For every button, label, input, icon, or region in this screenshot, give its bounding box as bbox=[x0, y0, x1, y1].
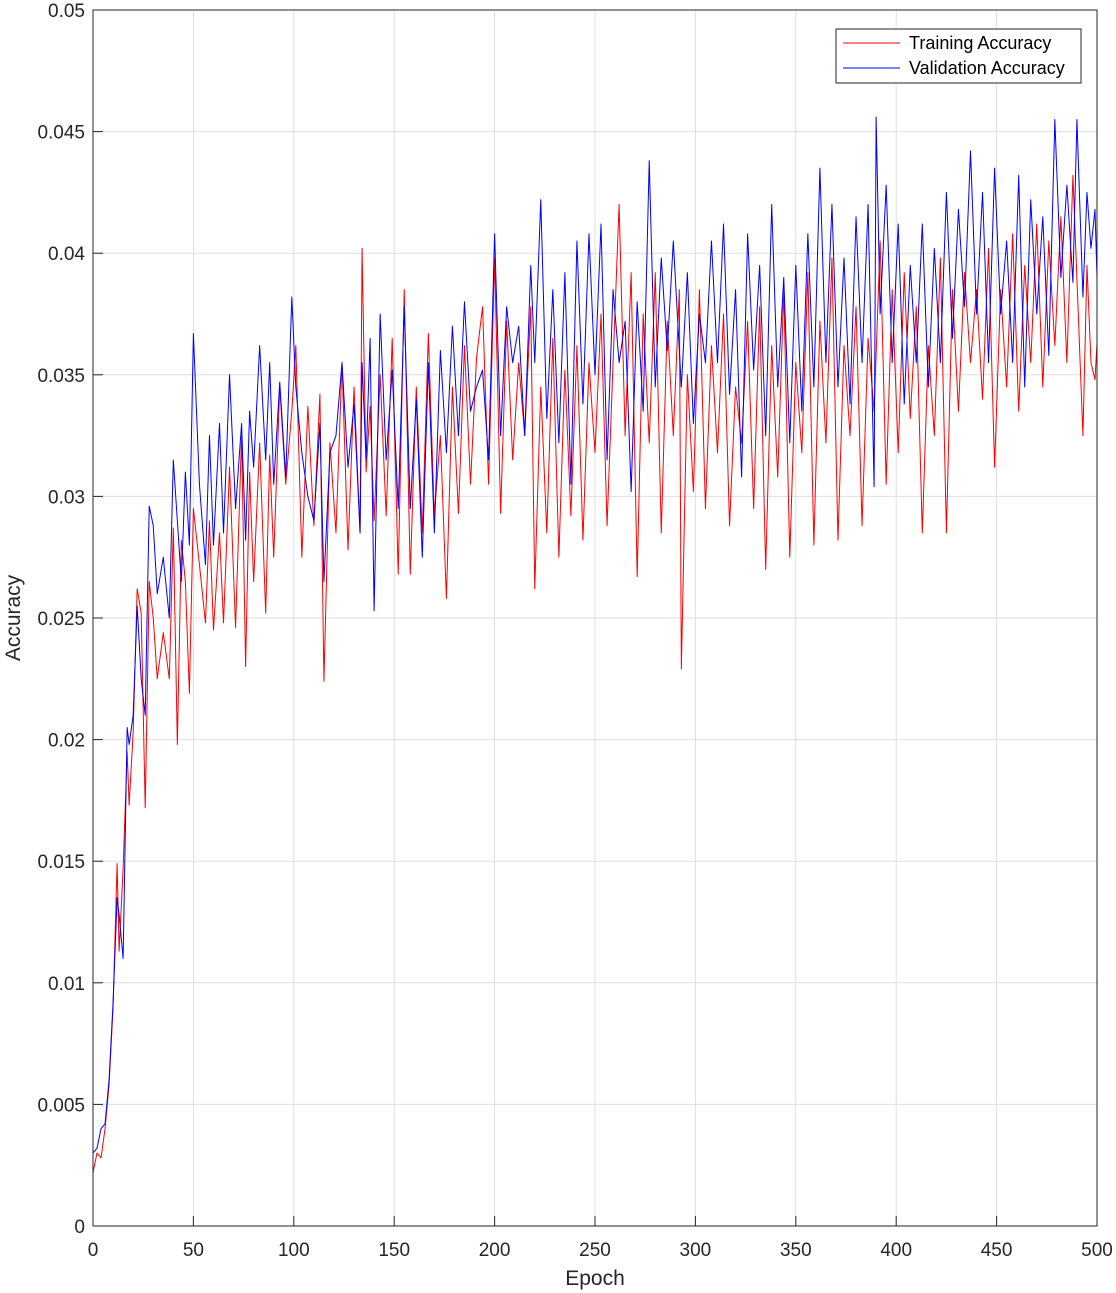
x-tick-labels: 0 50 100 150 200 250 300 350 400 450 500 bbox=[88, 1240, 1113, 1261]
y-tick-label: 0 bbox=[74, 1217, 85, 1238]
x-tick-label: 100 bbox=[278, 1240, 310, 1261]
y-tick-labels: 0 0.005 0.01 0.015 0.02 0.025 0.03 0.035 0.04 0.0… bbox=[37, 1, 85, 1238]
y-tick-label: 0.02 bbox=[48, 731, 85, 752]
x-tick-label: 50 bbox=[183, 1240, 204, 1261]
y-tick-label: 0.015 bbox=[37, 852, 85, 873]
legend-label-training: Training Accuracy bbox=[909, 33, 1051, 53]
y-tick-label: 0.03 bbox=[48, 487, 85, 508]
y-tick-label: 0.045 bbox=[37, 123, 85, 144]
y-tick-label: 0.01 bbox=[48, 974, 85, 995]
tick-marks bbox=[92, 9, 1098, 1227]
y-tick-label: 0.04 bbox=[48, 244, 85, 265]
x-tick-label: 300 bbox=[680, 1240, 712, 1261]
x-tick-label: 400 bbox=[880, 1240, 912, 1261]
y-tick-label: 0.035 bbox=[37, 366, 85, 387]
series-layer bbox=[92, 116, 1098, 1173]
x-tick-label: 350 bbox=[780, 1240, 812, 1261]
y-tick-label: 0.05 bbox=[48, 1, 85, 22]
x-tick-label: 0 bbox=[88, 1240, 99, 1261]
validation-accuracy-line bbox=[92, 116, 1098, 1154]
x-tick-label: 500 bbox=[1081, 1240, 1113, 1261]
x-axis-label: Epoch bbox=[565, 1267, 625, 1290]
x-tick-label: 450 bbox=[981, 1240, 1013, 1261]
x-tick-label: 150 bbox=[378, 1240, 410, 1261]
y-axis-label: Accuracy bbox=[2, 574, 25, 661]
x-tick-label: 200 bbox=[479, 1240, 511, 1261]
y-tick-label: 0.005 bbox=[37, 1095, 85, 1116]
grid-lines bbox=[93, 10, 1097, 1226]
x-tick-label: 250 bbox=[579, 1240, 611, 1261]
training-accuracy-line bbox=[92, 174, 1098, 1173]
legend-label-validation: Validation Accuracy bbox=[909, 58, 1065, 78]
legend-box bbox=[835, 28, 1082, 84]
y-tick-label: 0.025 bbox=[37, 609, 85, 630]
legend: Training Accuracy Validation Accuracy bbox=[835, 28, 1082, 84]
